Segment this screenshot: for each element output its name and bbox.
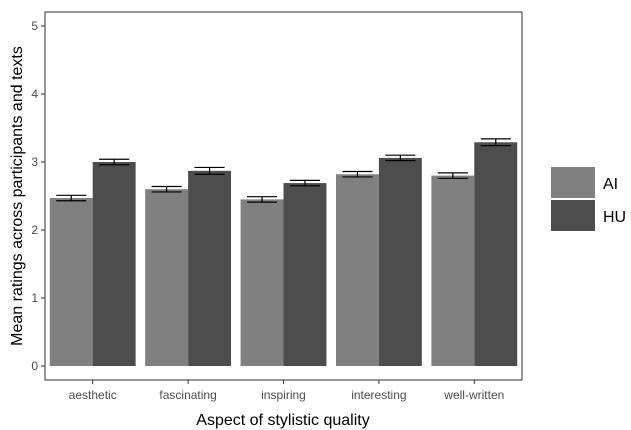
y-tick-label: 0 [31, 359, 38, 373]
error-bar [437, 172, 468, 179]
error-bar [151, 185, 182, 193]
legend-key-ai [551, 167, 595, 198]
bar-hu-fascinating [188, 170, 232, 366]
x-axis-title: Aspect of stylistic quality [196, 412, 369, 429]
legend-label-hu: HU [603, 209, 626, 226]
bar-hu-aesthetic [92, 162, 136, 366]
error-bar [247, 196, 278, 203]
bar-ai-interesting [335, 174, 379, 366]
bar-hu-interesting [378, 157, 422, 366]
y-tick-label: 5 [31, 19, 38, 33]
error-bar [194, 166, 225, 175]
legend-label-ai: AI [603, 176, 618, 193]
error-bar [99, 158, 130, 166]
legend-key-hu [551, 200, 595, 231]
x-tick-label: aesthetic [69, 388, 117, 402]
bar-ai-aesthetic [49, 198, 93, 366]
error-bars-layer [56, 138, 511, 203]
y-tick-label: 3 [31, 155, 38, 169]
error-bar [289, 179, 320, 187]
bar-hu-inspiring [283, 183, 327, 366]
error-bar [342, 170, 373, 178]
x-axis: aesthetic fascinating inspiring interesting… [69, 380, 504, 402]
y-tick-label: 1 [31, 291, 38, 305]
bar-ai-inspiring [240, 199, 284, 366]
y-axis: 0 1 2 3 4 5 [31, 19, 45, 373]
legend: AI HU [551, 167, 626, 231]
error-bar [385, 154, 416, 162]
bar-ai-well-written [431, 175, 475, 366]
y-tick-label: 4 [31, 87, 38, 101]
bar-hu-well-written [474, 142, 518, 366]
x-tick-label: well-written [443, 388, 504, 402]
error-bar [56, 194, 87, 202]
bar-ai-fascinating [145, 189, 189, 366]
y-axis-title: Mean ratings across participants and tex… [9, 46, 26, 346]
bars-layer [49, 142, 518, 366]
y-tick-label: 2 [31, 223, 38, 237]
x-tick-label: interesting [351, 388, 406, 402]
error-bar [480, 138, 511, 147]
x-tick-label: fascinating [159, 388, 216, 402]
x-tick-label: inspiring [261, 388, 306, 402]
